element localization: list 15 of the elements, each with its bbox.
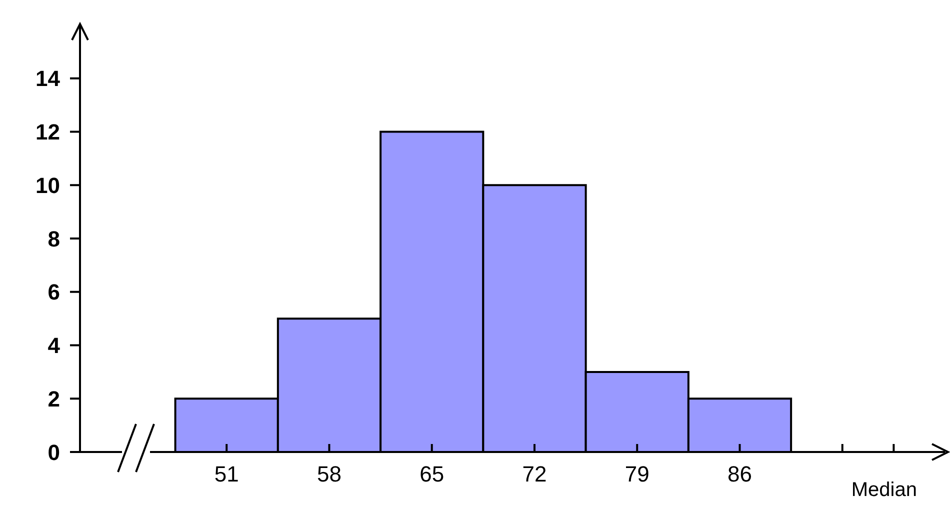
x-tick-label: 72	[522, 462, 547, 487]
y-tick-label: 12	[36, 120, 60, 145]
y-tick-label: 2	[48, 386, 60, 412]
x-axis-title: Median	[851, 479, 917, 501]
x-tick-label: 51	[214, 462, 239, 487]
x-tick-label: 58	[316, 462, 342, 487]
x-tick-label: 79	[624, 462, 650, 487]
x-tick-label: 86	[728, 462, 752, 487]
y-tick-label: 10	[36, 172, 60, 198]
y-tick-label: 14	[36, 66, 61, 92]
y-tick-label: 4	[48, 333, 61, 358]
x-tick-label: 65	[420, 462, 444, 487]
y-tick-label: 0	[48, 440, 60, 465]
y-tick-label: 8	[48, 226, 60, 252]
y-tick-label: 6	[48, 280, 60, 305]
